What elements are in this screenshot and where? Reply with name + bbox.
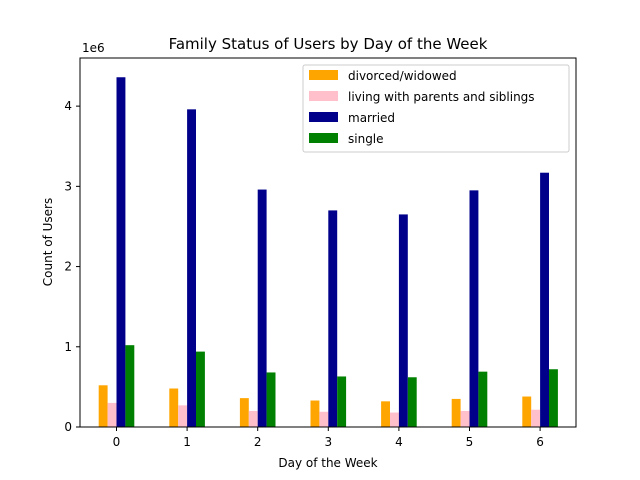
- bar-living-with-parents-and-siblings-day-0: [107, 402, 117, 427]
- legend-label: single: [348, 132, 384, 146]
- x-axis-ticks: 0 1 2 3 4 5 6: [113, 427, 544, 449]
- y-scale-label: 1e6: [82, 41, 105, 55]
- x-tick-label: 2: [254, 435, 262, 449]
- x-axis-label: Day of the Week: [278, 456, 377, 470]
- y-axis-ticks: 0 1 2 3 4: [64, 99, 80, 434]
- bar-divorced-widowed-day-2: [239, 398, 249, 427]
- x-tick-label: 6: [536, 435, 544, 449]
- legend-box: [302, 64, 570, 153]
- legend-swatch: [309, 112, 338, 122]
- bar-married-day-3: [328, 210, 338, 427]
- bar-married-day-1: [187, 109, 196, 427]
- bar-living-with-parents-and-siblings-day-1: [178, 405, 188, 427]
- legend: divorced/widowed living with parents and …: [302, 64, 570, 153]
- bar-single-day-0: [125, 345, 135, 427]
- y-axis-label: Count of Users: [41, 198, 55, 286]
- bar-single-day-4: [407, 377, 417, 427]
- y-tick-label: 1: [64, 340, 72, 354]
- bar-divorced-widowed-day-0: [98, 385, 108, 427]
- bar-living-with-parents-and-siblings-day-4: [390, 412, 399, 427]
- bar-married-day-0: [116, 77, 126, 427]
- bar-single-day-1: [196, 351, 205, 427]
- x-tick-label: 1: [183, 435, 191, 449]
- x-tick-label: 3: [324, 435, 332, 449]
- y-tick-label: 4: [64, 99, 72, 113]
- chart-title: Family Status of Users by Day of the Wee…: [169, 35, 488, 53]
- y-tick-label: 0: [64, 420, 72, 434]
- bar-divorced-widowed-day-3: [310, 400, 320, 427]
- legend-label: married: [348, 111, 395, 125]
- bar-single-day-6: [549, 369, 558, 427]
- bar-married-day-6: [540, 172, 549, 427]
- legend-label: divorced/widowed: [348, 69, 457, 83]
- x-tick-label: 0: [113, 435, 121, 449]
- bar-divorced-widowed-day-5: [451, 398, 461, 427]
- legend-swatch: [309, 70, 338, 80]
- bar-divorced-widowed-day-1: [169, 388, 179, 427]
- legend-swatch: [309, 133, 338, 143]
- bar-married-day-5: [469, 190, 479, 427]
- bar-living-with-parents-and-siblings-day-6: [531, 409, 541, 427]
- x-tick-label: 4: [395, 435, 403, 449]
- bar-living-with-parents-and-siblings-day-2: [248, 410, 258, 427]
- legend-swatch: [309, 91, 338, 101]
- bar-married-day-4: [398, 214, 408, 427]
- legend-label: living with parents and siblings: [348, 90, 535, 104]
- bar-living-with-parents-and-siblings-day-3: [319, 411, 329, 427]
- bar-single-day-5: [478, 371, 488, 427]
- x-tick-label: 5: [466, 435, 474, 449]
- bar-divorced-widowed-day-4: [381, 401, 390, 427]
- bar-married-day-2: [257, 189, 267, 427]
- bar-single-day-2: [266, 372, 276, 427]
- y-tick-label: 3: [64, 179, 72, 193]
- y-tick-label: 2: [64, 260, 72, 274]
- bar-living-with-parents-and-siblings-day-5: [460, 410, 470, 427]
- bar-divorced-widowed-day-6: [522, 396, 532, 427]
- bar-single-day-3: [337, 376, 347, 427]
- bars-group: [98, 77, 558, 427]
